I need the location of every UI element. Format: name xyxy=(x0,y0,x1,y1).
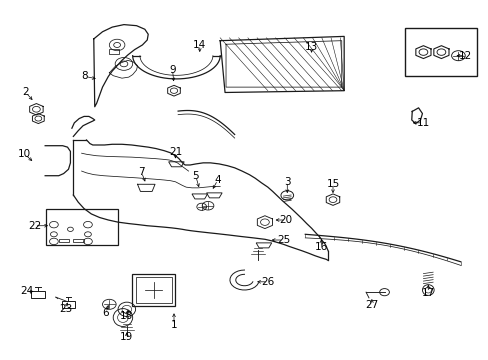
Text: 5: 5 xyxy=(192,171,199,181)
Text: 22: 22 xyxy=(28,221,41,231)
Text: 19: 19 xyxy=(120,332,133,342)
Text: 18: 18 xyxy=(120,311,133,321)
Text: 21: 21 xyxy=(168,147,182,157)
Text: 16: 16 xyxy=(314,242,327,252)
Text: 9: 9 xyxy=(169,65,176,75)
Text: 3: 3 xyxy=(284,177,290,187)
Text: 25: 25 xyxy=(276,235,289,245)
Bar xyxy=(61,301,75,308)
Bar xyxy=(135,277,171,303)
Text: 20: 20 xyxy=(279,215,292,225)
Text: 15: 15 xyxy=(325,179,339,189)
Text: 1: 1 xyxy=(170,320,177,330)
Text: 7: 7 xyxy=(138,167,144,177)
Bar xyxy=(73,239,84,242)
Text: 2: 2 xyxy=(22,87,29,98)
Text: 23: 23 xyxy=(59,303,72,314)
Text: 4: 4 xyxy=(214,175,221,185)
Text: 26: 26 xyxy=(261,277,274,287)
Bar xyxy=(31,291,44,298)
Text: 6: 6 xyxy=(102,308,109,318)
Bar xyxy=(59,239,69,242)
Bar xyxy=(131,274,175,306)
Text: 24: 24 xyxy=(20,287,33,296)
Text: 14: 14 xyxy=(193,40,206,50)
Text: 8: 8 xyxy=(81,71,88,81)
Text: 12: 12 xyxy=(458,51,471,61)
Text: 11: 11 xyxy=(416,118,429,128)
Text: 13: 13 xyxy=(305,42,318,52)
Bar xyxy=(109,49,119,54)
Bar xyxy=(46,209,118,245)
Text: 27: 27 xyxy=(365,300,378,310)
Text: 17: 17 xyxy=(421,288,434,297)
Text: 10: 10 xyxy=(18,149,31,159)
Bar xyxy=(404,28,476,76)
